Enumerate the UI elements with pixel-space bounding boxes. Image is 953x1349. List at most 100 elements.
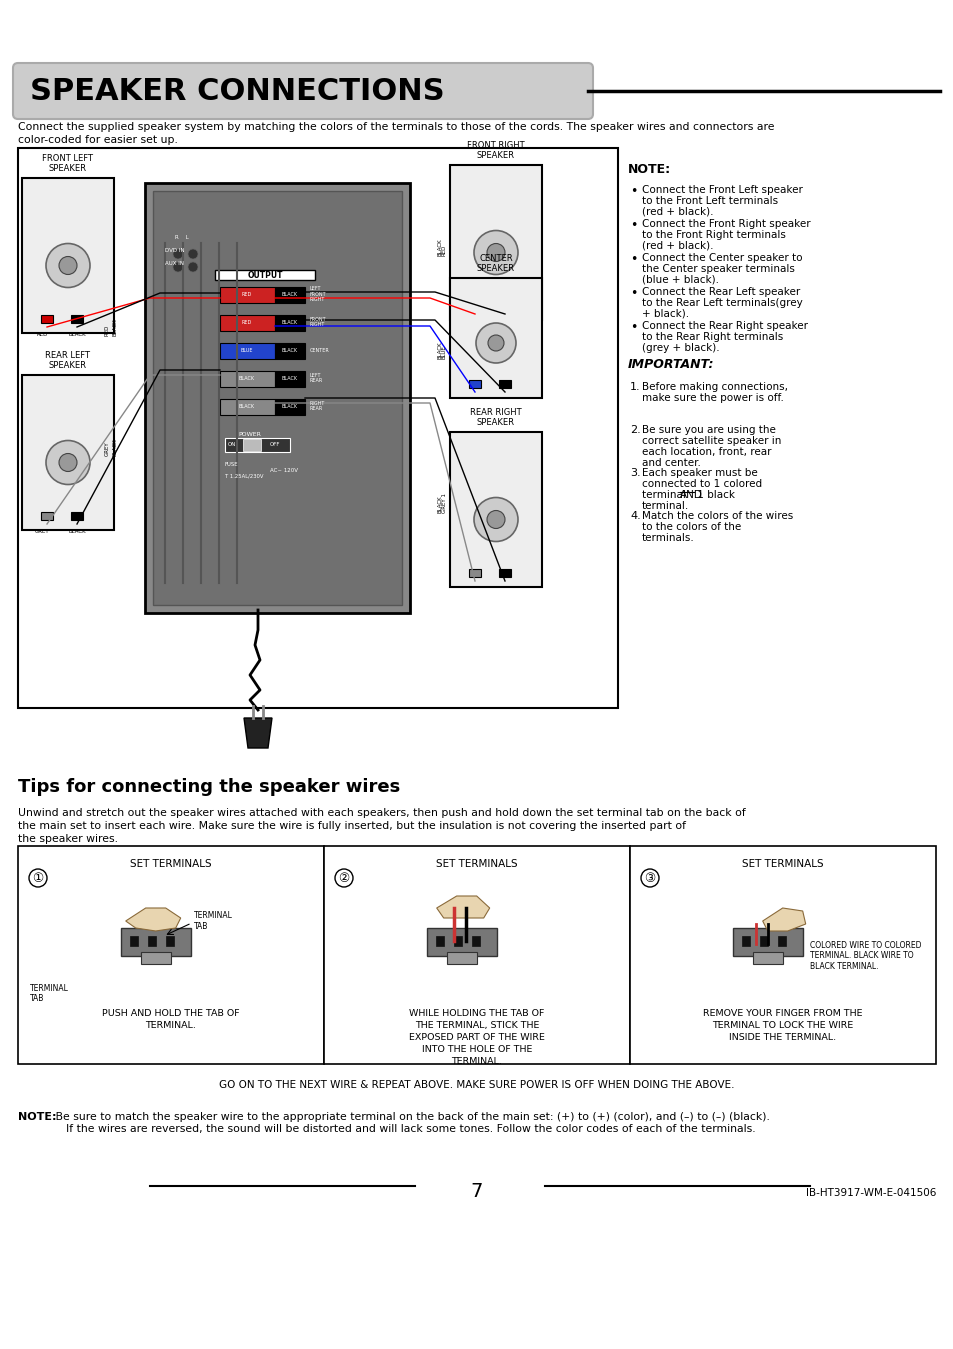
Text: Each speaker must be: Each speaker must be [641,468,757,478]
Bar [41,316,53,322]
Text: Connect the Front Left speaker: Connect the Front Left speaker [641,185,802,196]
Text: the Center speaker terminals: the Center speaker terminals [641,264,794,274]
Text: to the Rear Right terminals: to the Rear Right terminals [641,332,782,343]
Text: REMOVE YOUR FINGER FROM THE: REMOVE YOUR FINGER FROM THE [702,1009,862,1018]
Polygon shape [244,718,272,747]
Bar [18,846,324,1064]
Bar [752,952,781,965]
Polygon shape [761,908,805,931]
Text: INTO THE HOLE OF THE: INTO THE HOLE OF THE [421,1045,532,1054]
Text: IMPORTANT:: IMPORTANT: [627,357,714,371]
Polygon shape [126,908,180,931]
Text: Connect the Front Right speaker: Connect the Front Right speaker [641,219,810,229]
Text: make sure the power is off.: make sure the power is off. [641,393,783,403]
Bar [220,343,274,359]
Text: connected to 1 colored: connected to 1 colored [641,479,761,488]
Bar [130,936,137,946]
Text: THE TERMINAL, STICK THE: THE TERMINAL, STICK THE [415,1021,538,1031]
Text: BLACK: BLACK [437,341,442,359]
Text: PUSH AND HOLD THE TAB OF: PUSH AND HOLD THE TAB OF [102,1009,239,1018]
Text: + black).: + black). [641,309,688,318]
Circle shape [486,244,504,262]
Text: REAR RIGHT
SPEAKER: REAR RIGHT SPEAKER [470,407,521,428]
Bar [471,936,479,946]
Bar [214,270,314,281]
Text: SET TERMINALS: SET TERMINALS [741,859,823,869]
Text: GREY: GREY [34,529,50,534]
Text: TERMINAL TO LOCK THE WIRE: TERMINAL TO LOCK THE WIRE [712,1021,853,1031]
FancyBboxPatch shape [13,63,593,119]
Bar [274,371,305,387]
Text: FUSE: FUSE [225,461,238,467]
Circle shape [335,869,353,888]
Text: ON: ON [228,442,236,448]
Text: 4.: 4. [629,511,640,521]
Bar [446,952,476,965]
Text: •: • [629,185,637,198]
Bar [759,936,767,946]
Bar [148,936,155,946]
Bar [18,148,618,708]
Text: RED: RED [242,293,252,298]
Text: •: • [629,321,637,335]
Circle shape [172,262,183,272]
Bar [22,178,113,333]
Text: TERMINAL.: TERMINAL. [146,1021,196,1031]
Text: 2.: 2. [629,425,640,434]
Bar [274,399,305,415]
Text: Before making connections,: Before making connections, [641,382,787,393]
Text: (red + black).: (red + black). [641,241,713,251]
Text: T 1.25AL/230V: T 1.25AL/230V [225,473,263,479]
Text: LEFT
FRONT
RIGHT: LEFT FRONT RIGHT [310,286,326,302]
Bar [469,380,480,389]
Text: RED: RED [242,321,252,325]
Text: 1 black: 1 black [693,490,734,500]
Bar [274,343,305,359]
Bar [220,371,274,387]
Text: each location, front, rear: each location, front, rear [641,447,771,457]
Text: COLORED WIRE TO COLORED
TERMINAL. BLACK WIRE TO
BLACK TERMINAL.: COLORED WIRE TO COLORED TERMINAL. BLACK … [809,942,921,971]
Text: 3.: 3. [629,468,640,478]
Bar [166,936,173,946]
Bar [426,928,497,956]
Text: 1.: 1. [629,382,640,393]
Text: BLACK: BLACK [68,332,86,337]
Text: GREY: GREY [105,441,110,456]
Bar [71,316,83,322]
Text: to the colors of the: to the colors of the [641,522,740,532]
Text: BLACK: BLACK [437,495,442,513]
Bar [498,569,511,577]
Text: BLACK: BLACK [68,529,86,534]
Text: OUTPUT: OUTPUT [247,271,282,279]
Circle shape [188,262,198,272]
Text: FRONT RIGHT
SPEAKER: FRONT RIGHT SPEAKER [467,140,524,161]
Text: SPEAKER CONNECTIONS: SPEAKER CONNECTIONS [30,77,444,105]
Bar [225,438,290,452]
Text: BLACK: BLACK [238,376,254,382]
Text: R    L: R L [174,235,189,240]
Text: BLACK: BLACK [282,376,297,382]
Polygon shape [436,896,489,919]
Bar [140,952,171,965]
Text: RED: RED [441,244,447,256]
Text: FRONT LEFT
SPEAKER: FRONT LEFT SPEAKER [43,154,93,173]
Circle shape [172,250,183,259]
Bar [777,936,785,946]
Text: BLACK: BLACK [112,318,117,336]
Text: Match the colors of the wires: Match the colors of the wires [641,511,792,521]
Text: EXPOSED PART OF THE WIRE: EXPOSED PART OF THE WIRE [409,1033,544,1041]
Circle shape [46,244,90,287]
Text: and center.: and center. [641,459,700,468]
Text: BLACK: BLACK [112,438,117,456]
Bar [450,278,541,398]
Text: RED: RED [36,332,48,337]
Circle shape [488,335,503,351]
Bar [498,302,511,310]
Bar [243,438,261,451]
Text: RED: RED [105,325,110,336]
Bar [22,375,113,530]
Text: Connect the Rear Left speaker: Connect the Rear Left speaker [641,287,800,297]
Text: correct satellite speaker in: correct satellite speaker in [641,436,781,447]
Bar [629,846,935,1064]
Bar [71,513,83,519]
